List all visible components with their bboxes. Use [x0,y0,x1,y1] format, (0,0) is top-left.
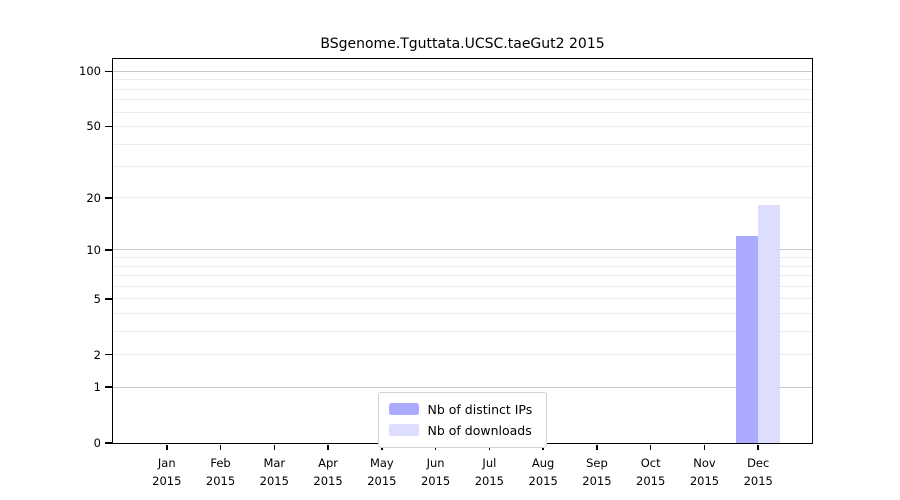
legend-label-distinct-ips: Nb of distinct IPs [427,401,533,417]
legend-label-downloads: Nb of downloads [427,422,532,438]
y-tick-label-50: 50 [86,119,101,134]
x-tick-label-feb: Feb 2015 [205,456,236,488]
y-tick-mark-1 [105,386,112,388]
legend: Nb of distinct IPs Nb of downloads [377,391,547,448]
minor-gridline-8 [112,265,812,267]
minor-gridline-5 [112,298,812,300]
legend-item-downloads: Nb of downloads [388,420,536,441]
minor-gridline-80 [112,88,812,90]
y-tick-mark-5 [105,298,112,300]
major-gridline-1 [112,386,812,388]
minor-gridline-20 [112,197,812,199]
minor-gridline-30 [112,166,812,168]
x-tick-mark-jan [166,444,168,450]
plot-area: Nb of distinct IPs Nb of downloads [111,57,813,448]
x-tick-mark-apr [327,444,329,450]
chart-title: BSgenome.Tguttata.UCSC.taeGut2 2015 [320,36,605,52]
x-tick-mark-mar [273,444,276,450]
minor-gridline-9 [112,257,812,259]
y-tick-label-100: 100 [79,64,101,79]
minor-gridline-70 [112,99,812,101]
y-tick-mark-0 [105,442,112,444]
legend-swatch-distinct-ips [388,403,419,415]
minor-gridline-6 [112,285,812,287]
y-tick-mark-50 [105,125,112,128]
minor-gridline-40 [112,143,812,145]
x-tick-label-apr: Apr 2015 [313,456,343,488]
bar-distinct-ips-dec [735,236,758,443]
bar-downloads-dec [757,205,780,443]
x-tick-label-dec: Dec 2015 [743,456,773,488]
legend-swatch-downloads [388,424,419,436]
x-tick-label-jul: Jul 2015 [474,456,505,488]
x-tick-label-sep: Sep 2015 [582,456,612,488]
legend-item-distinct-ips: Nb of distinct IPs [388,399,536,420]
minor-gridline-2 [112,354,812,356]
y-tick-mark-2 [105,353,112,356]
y-tick-label-1: 1 [93,380,101,395]
y-tick-label-2: 2 [93,347,101,362]
major-gridline-100 [112,70,812,72]
y-tick-label-10: 10 [86,242,101,257]
minor-gridline-60 [112,111,812,113]
y-tick-mark-10 [105,249,112,251]
x-tick-label-jan: Jan 2015 [152,456,182,488]
x-tick-label-mar: Mar 2015 [259,456,289,488]
x-tick-label-oct: Oct 2015 [636,456,666,488]
y-tick-label-5: 5 [93,291,101,306]
x-tick-mark-oct [649,444,652,450]
major-gridline-10 [112,249,812,251]
x-tick-label-nov: Nov 2015 [689,456,720,488]
y-tick-mark-100 [105,70,112,73]
x-tick-mark-feb [219,444,222,450]
y-tick-label-0: 0 [93,436,101,450]
x-tick-label-aug: Aug 2015 [528,456,558,488]
x-tick-mark-dec [757,444,759,450]
y-tick-label-20: 20 [86,190,101,205]
minor-gridline-7 [112,275,812,277]
minor-gridline-50 [112,125,812,127]
minor-gridline-3 [112,330,812,332]
x-tick-mark-nov [703,444,706,450]
x-tick-mark-sep [596,444,598,450]
x-tick-label-jun: Jun 2015 [420,456,451,488]
x-tick-label-may: May 2015 [367,456,397,488]
minor-gridline-4 [112,312,812,314]
minor-gridline-90 [112,79,812,81]
y-tick-mark-20 [105,197,112,199]
